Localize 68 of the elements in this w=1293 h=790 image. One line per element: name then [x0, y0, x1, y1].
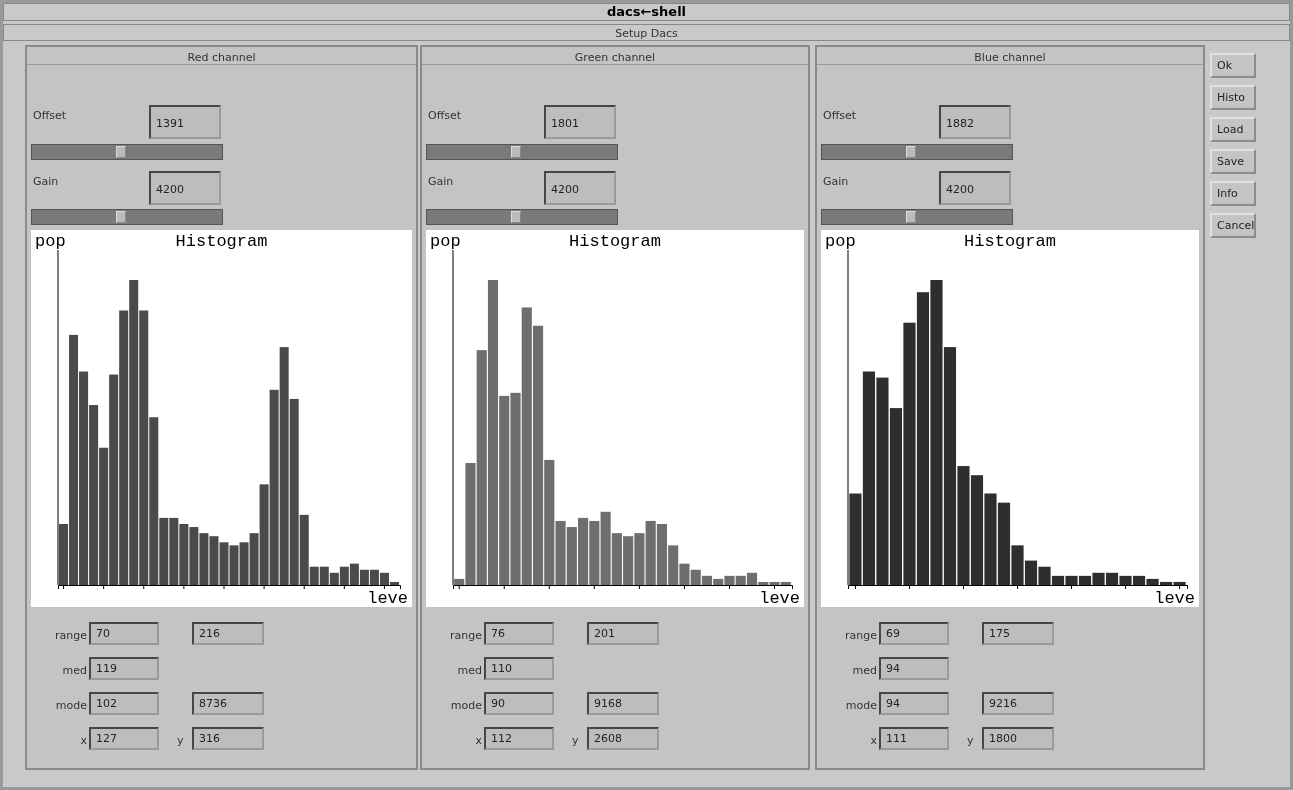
- text: 1391: [149, 105, 221, 139]
- text: 94: [879, 692, 949, 715]
- text: 119: [89, 657, 159, 680]
- text: 175: [982, 622, 1054, 645]
- text: Info: [1210, 181, 1256, 206]
- text: 1801: [544, 105, 616, 139]
- text: 70: [89, 622, 159, 645]
- text: mode: [844, 699, 877, 712]
- y-axis-title: pop: [35, 232, 66, 251]
- text: Offset: [33, 109, 67, 122]
- text: 102: [89, 692, 159, 715]
- x-axis-title: leve: [1154, 589, 1195, 608]
- text: Histo: [1210, 85, 1256, 110]
- chart-title: Histogram: [964, 232, 1056, 251]
- chart-title: Histogram: [569, 232, 661, 251]
- x-axis-title: leve: [759, 589, 800, 608]
- text: range: [449, 629, 482, 642]
- text: x: [869, 734, 877, 747]
- text: 201: [587, 622, 659, 645]
- text: y: [177, 734, 184, 747]
- text: 90: [484, 692, 554, 715]
- text: Cancel: [1210, 213, 1256, 238]
- text: 1882: [939, 105, 1011, 139]
- text: Offset: [428, 109, 462, 122]
- text: Load: [1210, 117, 1256, 142]
- text: 2608: [587, 727, 659, 750]
- text: 9168: [587, 692, 659, 715]
- chart-subtitle: Green channel: [422, 51, 808, 65]
- chart-title: Histogram: [175, 232, 268, 251]
- text: Ok: [1210, 53, 1256, 78]
- text: 110: [484, 657, 554, 680]
- text: range: [844, 629, 877, 642]
- text: 69: [879, 622, 949, 645]
- text: 112: [484, 727, 554, 750]
- text: y: [967, 734, 974, 747]
- text: y: [572, 734, 579, 747]
- text: Setup Dacs: [3, 24, 1290, 41]
- text: mode: [449, 699, 482, 712]
- text: 4200: [544, 171, 616, 205]
- chart-subtitle: Blue channel: [817, 51, 1203, 65]
- text: Gain: [823, 175, 849, 188]
- text: 1800: [982, 727, 1054, 750]
- text: Save: [1210, 149, 1256, 174]
- text: Gain: [428, 175, 454, 188]
- text: 216: [192, 622, 264, 645]
- text: med: [61, 664, 87, 677]
- text: 9216: [982, 692, 1054, 715]
- text: 127: [89, 727, 159, 750]
- text: 111: [879, 727, 949, 750]
- text: 4200: [939, 171, 1011, 205]
- text: x: [474, 734, 482, 747]
- text: 8736: [192, 692, 264, 715]
- text: 76: [484, 622, 554, 645]
- y-axis-title: pop: [430, 232, 461, 251]
- chart-subtitle: Red channel: [27, 51, 416, 65]
- y-axis-title: pop: [825, 232, 856, 251]
- text: 94: [879, 657, 949, 680]
- text: range: [54, 629, 87, 642]
- text: Gain: [33, 175, 59, 188]
- text: med: [456, 664, 482, 677]
- text: 316: [192, 727, 264, 750]
- text: mode: [54, 699, 87, 712]
- text: Offset: [823, 109, 857, 122]
- text: med: [851, 664, 877, 677]
- text: 4200: [149, 171, 221, 205]
- text: x: [79, 734, 87, 747]
- x-axis-title: leve: [367, 589, 408, 608]
- text: dacs←shell: [3, 3, 1290, 21]
